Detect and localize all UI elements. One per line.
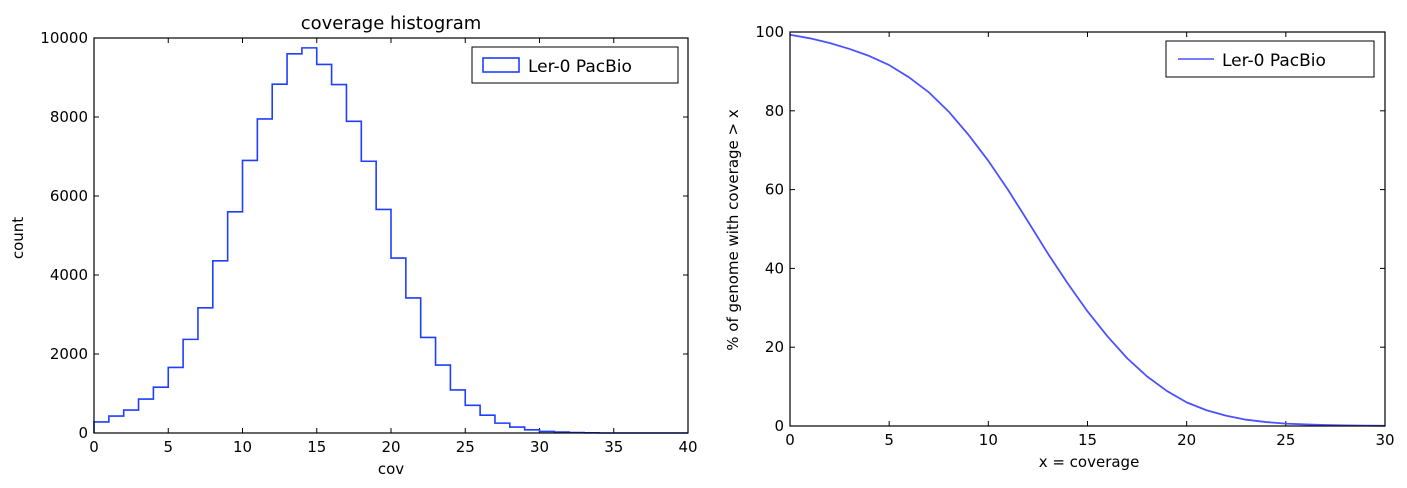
x-tick-label: 20 [1177,431,1196,449]
x-tick-label: 5 [163,438,173,456]
legend: Ler-0 PacBio [471,46,679,84]
x-axis-label: x = coverage [1039,453,1140,471]
legend: Ler-0 PacBio [1165,40,1375,78]
x-tick-label: 35 [604,438,623,456]
y-tick-label: 10000 [40,29,88,47]
y-tick-label: 8000 [50,108,88,126]
histogram-plot-area: 0 5 10 15 20 25 30 35 40 0 2000 4000 6000 8000 10000 [40,29,697,456]
histogram-step-series [93,47,688,434]
chart-title: coverage histogram [301,13,482,34]
plot-frame [789,31,1386,427]
x-tick-label: 0 [89,438,99,456]
coverage-line-series [789,33,1386,427]
x-tick-label: 10 [233,438,252,456]
cumulative-panel: 0 5 10 15 20 25 30 0 20 40 60 80 100 x = coverage % … [724,23,1395,471]
x-tick-label: 25 [1276,431,1295,449]
x-tick-label: 0 [785,431,795,449]
legend-box [471,46,679,84]
y-tick-label: 0 [774,417,784,435]
y-tick-label: 60 [765,181,784,199]
y-tick-label: 80 [765,102,784,120]
y-axis-label: % of genome with coverage > x [724,109,742,351]
x-tick-label: 20 [381,438,400,456]
x-tick-label: 40 [678,438,697,456]
y-tick-label: 40 [765,259,784,277]
x-tick-label: 15 [1078,431,1097,449]
y-tick-label: 6000 [50,187,88,205]
legend-swatch [482,57,520,73]
y-tick-label: 100 [755,23,784,41]
y-tick-label: 0 [78,424,88,442]
x-tick-label: 30 [530,438,549,456]
y-tick-label: 20 [765,338,784,356]
x-tick-label: 25 [456,438,475,456]
x-tick-label: 15 [307,438,326,456]
x-tick-label: 10 [979,431,998,449]
legend-label: Ler-0 PacBio [1222,51,1326,71]
y-tick-label: 4000 [50,266,88,284]
x-axis-label: cov [378,460,404,478]
x-tick-label: 30 [1375,431,1394,449]
legend-label: Ler-0 PacBio [528,57,632,77]
y-tick-label: 2000 [50,345,88,363]
histogram-panel: coverage histogram 0 5 10 15 20 25 30 35 40 0 2000… [9,13,698,478]
plot-frame [93,37,689,434]
cumulative-plot-area: 0 5 10 15 20 25 30 0 20 40 60 80 100 [755,23,1394,449]
y-axis-label: count [9,217,27,259]
x-tick-label: 5 [884,431,894,449]
